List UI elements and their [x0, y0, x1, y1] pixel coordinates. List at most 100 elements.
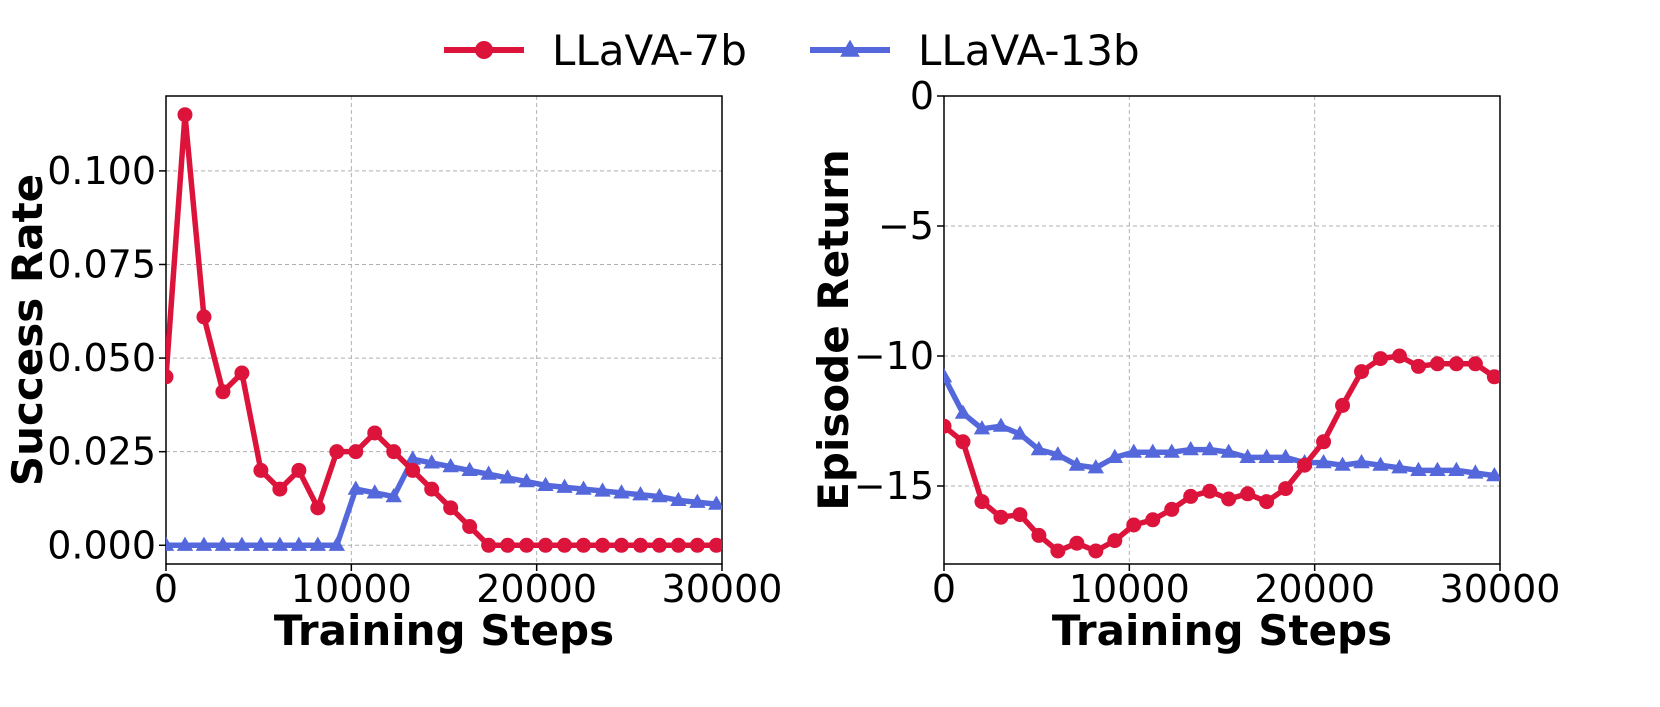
data-point-LLaVA-7b: [215, 384, 231, 400]
x-tick-label: 30000: [1440, 567, 1561, 611]
data-point-LLaVA-7b: [613, 537, 629, 553]
data-point-LLaVA-7b: [481, 537, 497, 553]
data-point-LLaVA-13b: [166, 536, 175, 551]
y-tick-label: −15: [854, 464, 934, 508]
data-point-LLaVA-7b: [1183, 488, 1199, 504]
series-group: [166, 107, 722, 553]
data-point-LLaVA-13b: [689, 493, 706, 508]
data-point-LLaVA-7b: [424, 481, 440, 497]
data-point-LLaVA-7b: [1031, 527, 1047, 543]
data-point-LLaVA-7b: [1221, 491, 1237, 507]
data-point-LLaVA-7b: [1126, 517, 1142, 533]
data-point-LLaVA-13b: [1315, 453, 1332, 469]
data-point-LLaVA-13b: [1448, 461, 1465, 477]
data-point-LLaVA-7b: [1164, 501, 1180, 517]
data-point-LLaVA-7b: [405, 462, 421, 478]
data-point-LLaVA-13b: [423, 454, 440, 469]
data-point-LLaVA-7b: [1145, 512, 1161, 528]
data-point-LLaVA-7b: [689, 537, 705, 553]
data-point-LLaVA-13b: [1125, 443, 1142, 458]
data-point-LLaVA-7b: [1410, 358, 1426, 374]
legend-marker-LLaVA-7b: [475, 41, 493, 59]
legend-label: LLaVA-7b: [552, 26, 747, 75]
data-point-LLaVA-7b: [1202, 483, 1218, 499]
data-point-LLaVA-7b: [1240, 486, 1256, 502]
x-tick-label: 20000: [1254, 567, 1375, 611]
data-point-LLaVA-13b: [1106, 448, 1123, 464]
data-point-LLaVA-7b: [1259, 494, 1275, 510]
data-point-LLaVA-7b: [196, 309, 212, 325]
data-point-LLaVA-13b: [992, 417, 1010, 432]
data-point-LLaVA-13b: [1486, 466, 1500, 482]
y-tick-label: 0.100: [47, 149, 156, 193]
data-point-LLaVA-13b: [1353, 453, 1370, 469]
data-point-LLaVA-13b: [944, 368, 953, 383]
data-point-LLaVA-7b: [632, 537, 648, 553]
data-point-LLaVA-13b: [1239, 448, 1256, 464]
data-point-LLaVA-13b: [290, 536, 308, 551]
x-tick-label: 0: [932, 567, 956, 611]
data-point-LLaVA-13b: [537, 476, 554, 491]
y-tick-label: 0.000: [47, 523, 156, 567]
data-point-LLaVA-7b: [1316, 434, 1332, 450]
data-point-LLaVA-7b: [1372, 351, 1388, 367]
data-point-LLaVA-7b: [329, 444, 345, 460]
data-point-LLaVA-7b: [1012, 507, 1028, 523]
data-point-LLaVA-7b: [1429, 356, 1445, 372]
data-point-LLaVA-7b: [1297, 457, 1313, 473]
data-point-LLaVA-7b: [1088, 543, 1104, 559]
data-point-LLaVA-7b: [166, 369, 174, 385]
data-point-LLaVA-13b: [1201, 440, 1218, 456]
x-axis-title: Training Steps: [1052, 606, 1392, 655]
data-point-LLaVA-7b: [234, 365, 250, 381]
data-point-LLaVA-13b: [708, 495, 722, 510]
data-point-LLaVA-13b: [1467, 464, 1484, 479]
data-point-LLaVA-13b: [518, 473, 535, 488]
data-point-LLaVA-13b: [195, 536, 213, 551]
data-point-LLaVA-13b: [670, 491, 687, 506]
data-point-LLaVA-13b: [632, 486, 649, 501]
data-point-LLaVA-7b: [291, 462, 307, 478]
x-tick-label: 10000: [291, 567, 412, 611]
data-point-LLaVA-7b: [1354, 364, 1370, 380]
data-point-LLaVA-7b: [1278, 481, 1294, 497]
x-tick-label: 30000: [662, 567, 783, 611]
data-point-LLaVA-7b: [1391, 348, 1407, 364]
legend-marker-LLaVA-13b: [840, 39, 860, 57]
plot-frame: [943, 95, 1501, 565]
x-axis-title: Training Steps: [274, 606, 614, 655]
data-point-LLaVA-7b: [708, 537, 722, 553]
data-point-LLaVA-13b: [1087, 459, 1105, 474]
data-point-LLaVA-7b: [1486, 369, 1500, 385]
data-point-LLaVA-7b: [944, 418, 952, 434]
data-point-LLaVA-13b: [1334, 456, 1351, 471]
data-point-LLaVA-13b: [347, 480, 364, 495]
data-point-LLaVA-13b: [1277, 448, 1294, 464]
data-point-LLaVA-7b: [253, 462, 269, 478]
data-point-LLaVA-7b: [974, 494, 990, 510]
data-point-LLaVA-13b: [1049, 446, 1067, 461]
data-point-LLaVA-13b: [1011, 425, 1029, 440]
data-point-LLaVA-13b: [366, 484, 383, 499]
y-tick-label: 0: [910, 74, 934, 118]
data-point-LLaVA-13b: [1182, 440, 1199, 456]
data-point-LLaVA-13b: [176, 536, 194, 551]
data-point-LLaVA-7b: [538, 537, 554, 553]
series-line-LLaVA-7b: [166, 111, 717, 549]
data-point-LLaVA-13b: [1220, 443, 1237, 458]
y-tick-label: −5: [878, 204, 934, 248]
plot-frame: [165, 95, 723, 565]
episode-return-panel: 0 10000 20000 30000 0 −5 −10 −15 Training Steps E…: [809, 74, 1560, 655]
data-point-LLaVA-13b: [575, 480, 592, 495]
data-point-LLaVA-7b: [557, 537, 573, 553]
data-point-LLaVA-13b: [309, 536, 327, 551]
data-point-LLaVA-13b: [1372, 456, 1389, 471]
legend: LLaVA-7b LLaVA-13b: [444, 26, 1140, 75]
y-axis-title: Episode Return: [809, 149, 858, 511]
data-point-LLaVA-7b: [443, 500, 459, 516]
data-point-LLaVA-13b: [385, 487, 402, 503]
data-point-LLaVA-7b: [367, 425, 383, 441]
data-point-LLaVA-7b: [386, 444, 402, 460]
